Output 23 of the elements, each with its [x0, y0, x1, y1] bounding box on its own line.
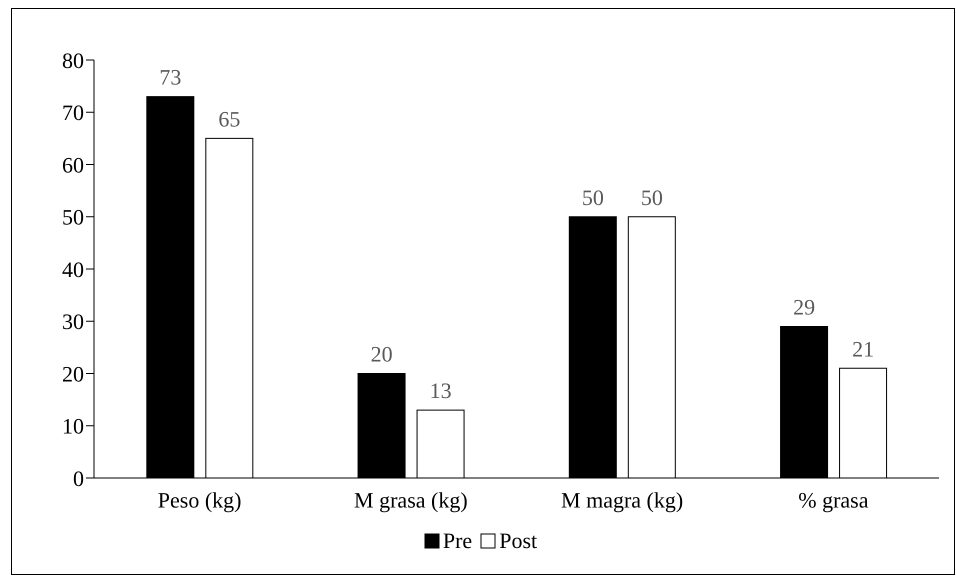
y-tick-label: 60: [62, 152, 84, 178]
y-tick-label: 20: [62, 361, 84, 386]
y-tick-label: 80: [62, 48, 84, 73]
data-label: 21: [852, 336, 874, 362]
data-label: 50: [582, 184, 604, 210]
y-tick-label: 30: [62, 309, 84, 334]
data-label: 65: [218, 106, 240, 132]
data-label: 29: [793, 294, 816, 320]
y-tick-label: 70: [62, 100, 84, 126]
x-tick-label: Peso (kg): [158, 488, 242, 513]
legend-label: Post: [498, 528, 538, 554]
data-label: 73: [159, 64, 182, 90]
data-label: 13: [430, 378, 452, 404]
data-label: 20: [370, 342, 393, 366]
y-tick-label: 0: [73, 466, 84, 491]
y-tick-label: 50: [62, 204, 84, 230]
y-tick-label: 40: [62, 256, 84, 282]
data-label: 50: [640, 184, 663, 210]
x-tick-label: M magra (kg): [561, 488, 684, 513]
x-tick-label: % grasa: [798, 488, 869, 513]
x-tick-label: M grasa (kg): [354, 488, 468, 513]
y-tick-label: 10: [62, 414, 84, 439]
legend-label: Pre: [442, 528, 472, 554]
